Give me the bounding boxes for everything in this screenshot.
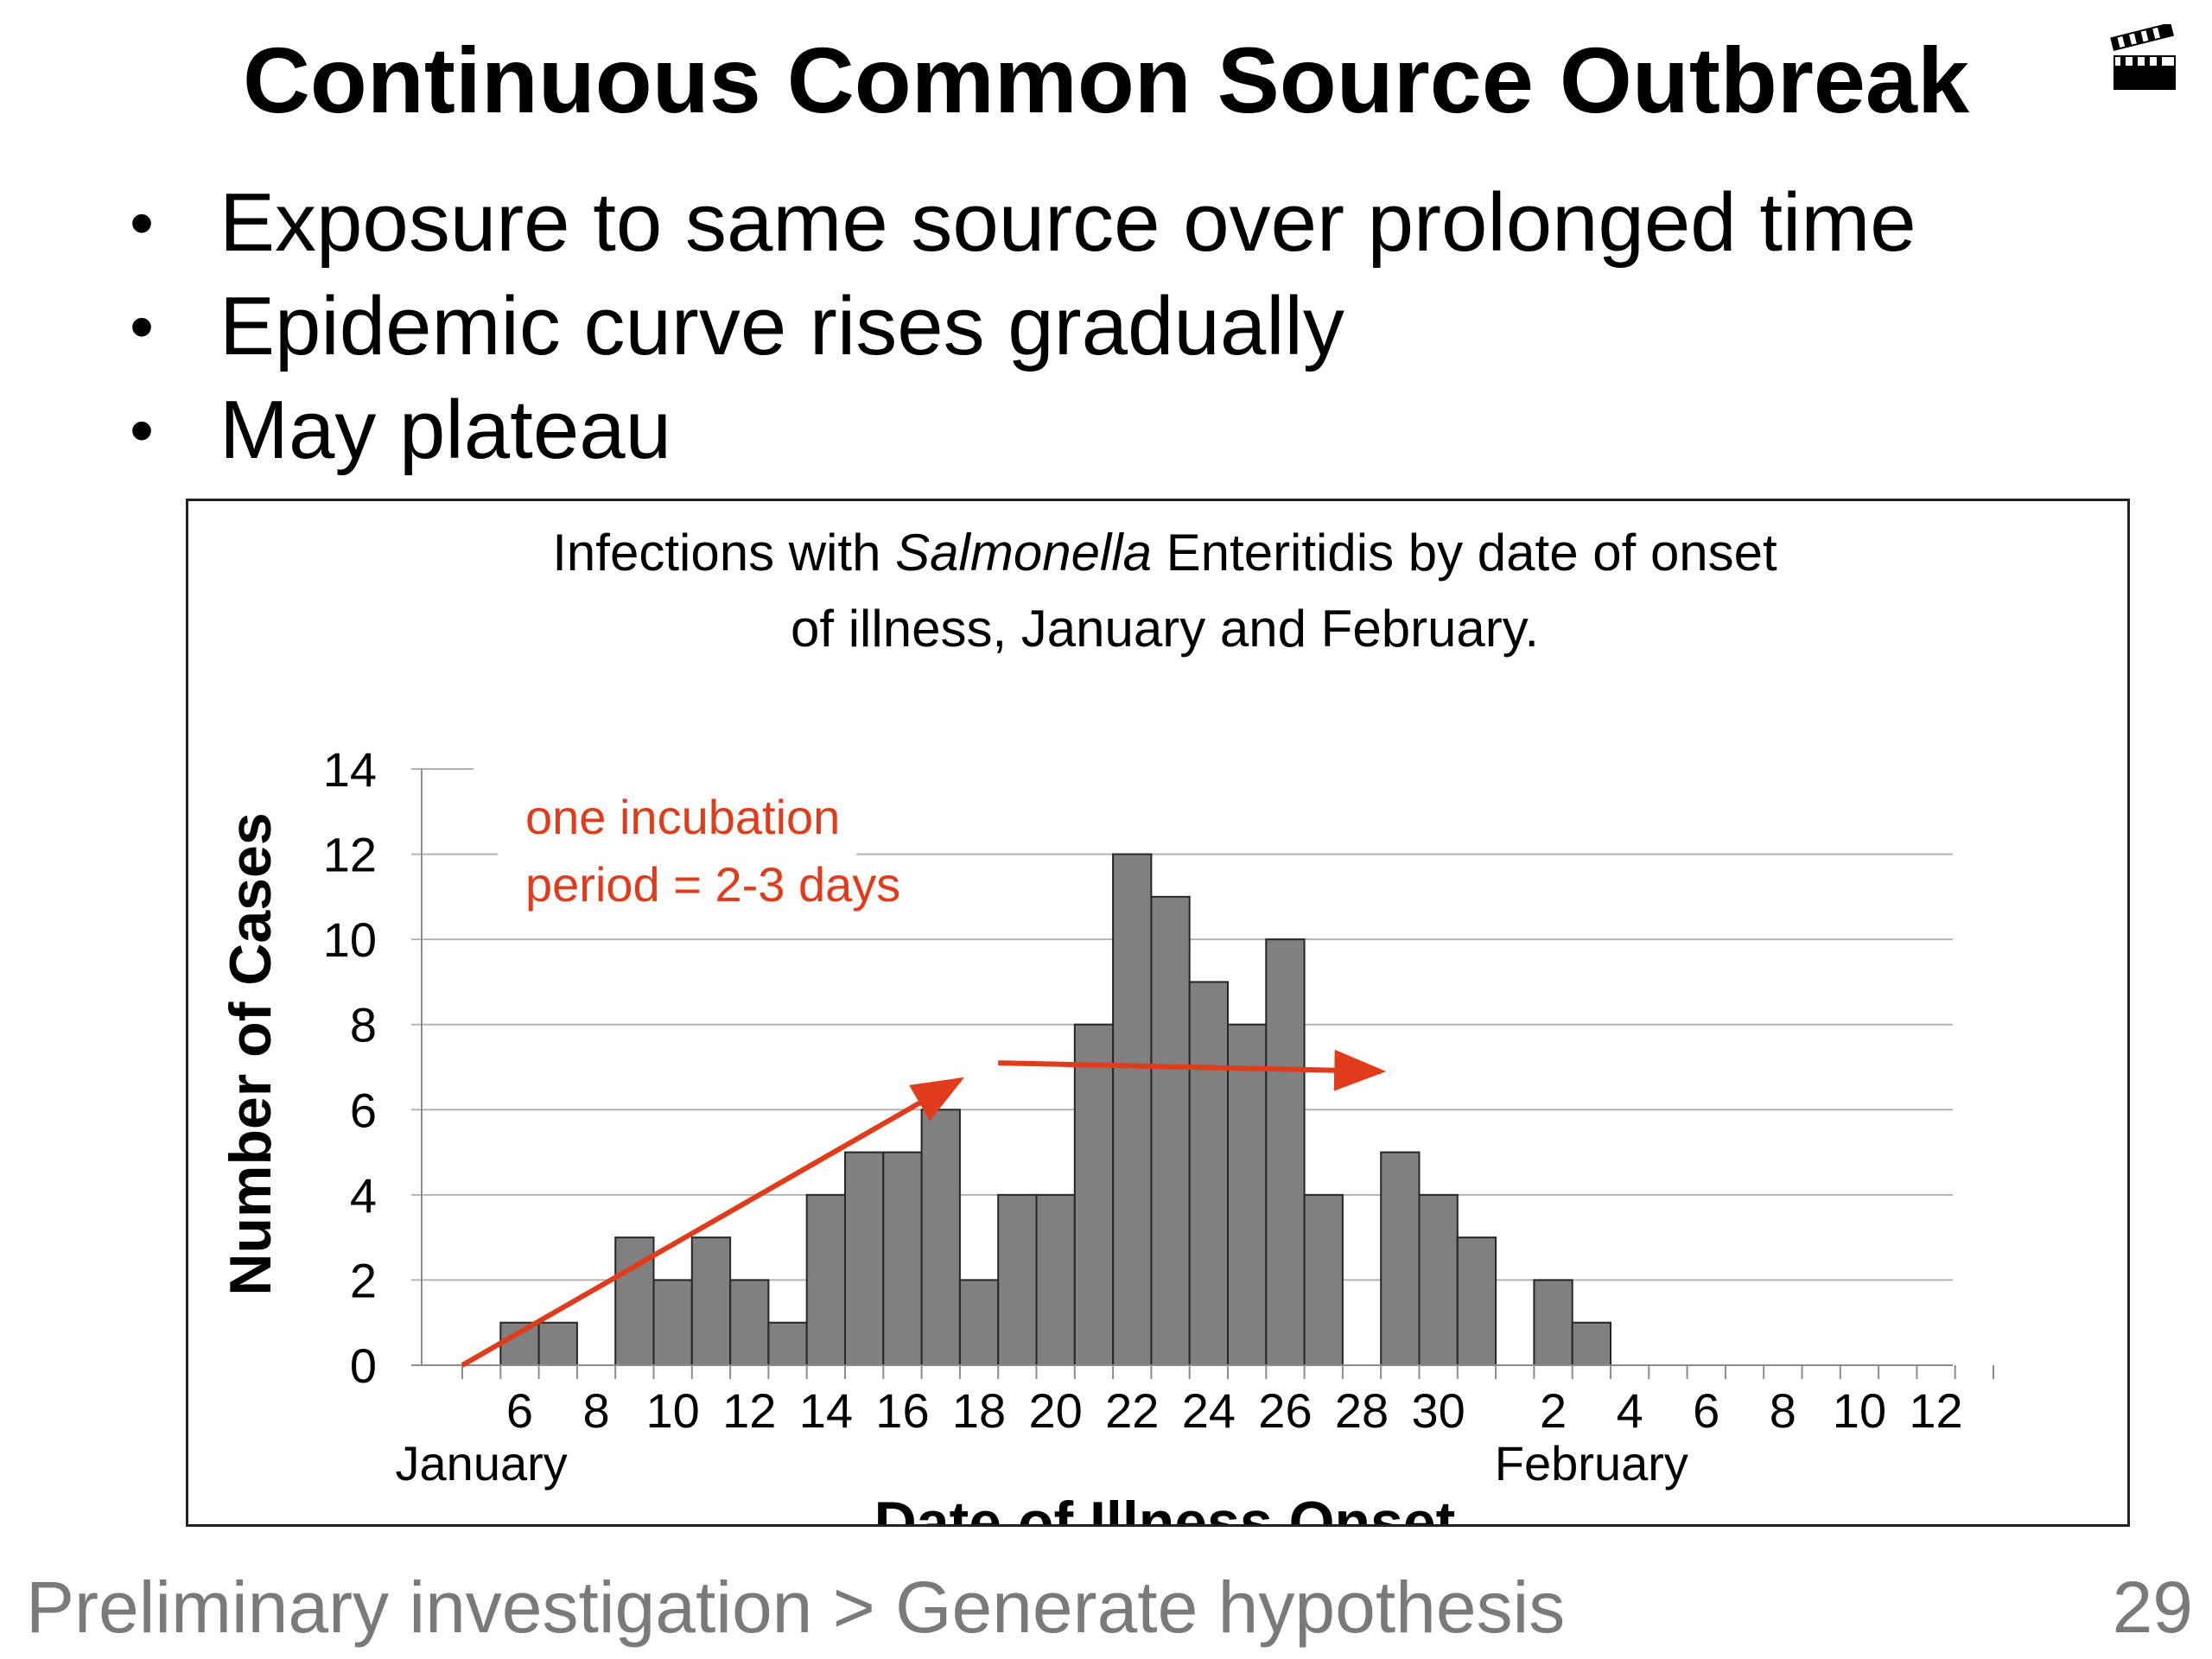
x-tick-label: 6 (1693, 1383, 1719, 1438)
clapperboard-icon[interactable] (2108, 24, 2179, 95)
bar (997, 1193, 1038, 1366)
x-tick-label: 10 (646, 1383, 700, 1438)
bar (729, 1279, 770, 1367)
x-tick-label: 8 (582, 1383, 609, 1438)
y-tick-label: 2 (350, 1253, 377, 1307)
page-number: 29 (2112, 1567, 2193, 1648)
y-tick-label: 14 (323, 742, 377, 797)
x-tick-label: 8 (1770, 1383, 1796, 1438)
chart-title-part: Infections with (552, 524, 895, 582)
bullet-item: • Exposure to same source over prolonged … (130, 171, 1916, 275)
bullet-list: • Exposure to same source over prolonged … (130, 171, 1916, 482)
bar (537, 1321, 578, 1367)
x-tick-label: 6 (506, 1383, 533, 1438)
bar (767, 1321, 808, 1367)
annotation-text: period = 2-3 days (525, 857, 900, 912)
y-axis-title: Number of Cases (218, 812, 283, 1295)
x-tick-label: 20 (1029, 1383, 1083, 1438)
annotation-text: one incubation (525, 790, 840, 844)
bar (1456, 1236, 1497, 1367)
bullet-text: Exposure to same source over prolonged t… (219, 176, 1916, 269)
bullet-dot: • (130, 184, 155, 261)
chart-title-line-2: of illness, January and February. (791, 600, 1539, 658)
chart-frame: one incubation period = 2-3 days 0 2 4 6 8 10 12… (186, 499, 2130, 1527)
x-tick-label: 12 (1909, 1383, 1962, 1438)
chart-title-line-1: Infections with Salmonella Enteritidis b… (552, 524, 1777, 582)
y-tick-label: 0 (350, 1338, 377, 1393)
x-tick-label: 30 (1412, 1383, 1465, 1438)
bar (1035, 1193, 1076, 1366)
bar (1188, 981, 1229, 1367)
y-tick-label: 6 (350, 1083, 377, 1137)
bar (1303, 1193, 1344, 1366)
bar (1112, 853, 1153, 1367)
bar (920, 1109, 961, 1366)
y-tick-label: 10 (323, 912, 377, 967)
bar (690, 1236, 732, 1367)
x-tick-label: 18 (952, 1383, 1006, 1438)
footer-breadcrumb: Preliminary investigation > Generate hyp… (26, 1567, 1566, 1648)
x-tick-label: 28 (1335, 1383, 1389, 1438)
bar (652, 1279, 693, 1367)
x-tick-label: 10 (1833, 1383, 1886, 1438)
bar (1227, 1023, 1268, 1366)
rising-trend-arrow (461, 1077, 965, 1368)
bullet-text: May plateau (219, 384, 671, 476)
bar (958, 1279, 1000, 1367)
x-tick-label: 22 (1105, 1383, 1159, 1438)
chart-title-part: Salmonella (895, 524, 1152, 582)
chart-title-part: Enteritidis by date of onset (1152, 524, 1777, 582)
bar (1571, 1321, 1611, 1367)
bullet-dot: • (130, 391, 155, 468)
bar (844, 1151, 885, 1366)
y-tick-label: 8 (350, 998, 377, 1052)
annotation-backdrop (498, 779, 856, 918)
bullet-text: Epidemic curve rises gradually (219, 280, 1344, 372)
x-tick-label: 24 (1182, 1383, 1236, 1438)
x-tick-label: 2 (1540, 1383, 1567, 1438)
month-label: January (396, 1436, 568, 1491)
x-tick-label: 4 (1617, 1383, 1643, 1438)
bar (1418, 1193, 1459, 1366)
y-tick-label: 4 (350, 1168, 377, 1223)
bullet-item: • May plateau (130, 378, 1916, 482)
bar (882, 1151, 923, 1366)
bullet-item: • Epidemic curve rises gradually (130, 275, 1916, 378)
bar (1533, 1279, 1573, 1367)
slide-title: Continuous Common Source Outbreak (242, 28, 1970, 132)
bar (1150, 895, 1191, 1367)
bar (1265, 938, 1306, 1366)
x-tick-label: 12 (722, 1383, 776, 1438)
x-tick-label: 16 (875, 1383, 929, 1438)
month-label: February (1495, 1436, 1688, 1491)
plateau-arrow (998, 1049, 1387, 1091)
bar (499, 1321, 540, 1367)
bullet-dot: • (130, 288, 155, 365)
bar (1073, 1023, 1115, 1366)
y-tick-label: 12 (323, 828, 377, 882)
x-tick-label: 26 (1258, 1383, 1312, 1438)
x-axis-title: Date of Illness Onset (874, 1490, 1456, 1524)
x-tick-label: 14 (799, 1383, 853, 1438)
bar (1380, 1151, 1421, 1366)
bar (805, 1193, 847, 1366)
